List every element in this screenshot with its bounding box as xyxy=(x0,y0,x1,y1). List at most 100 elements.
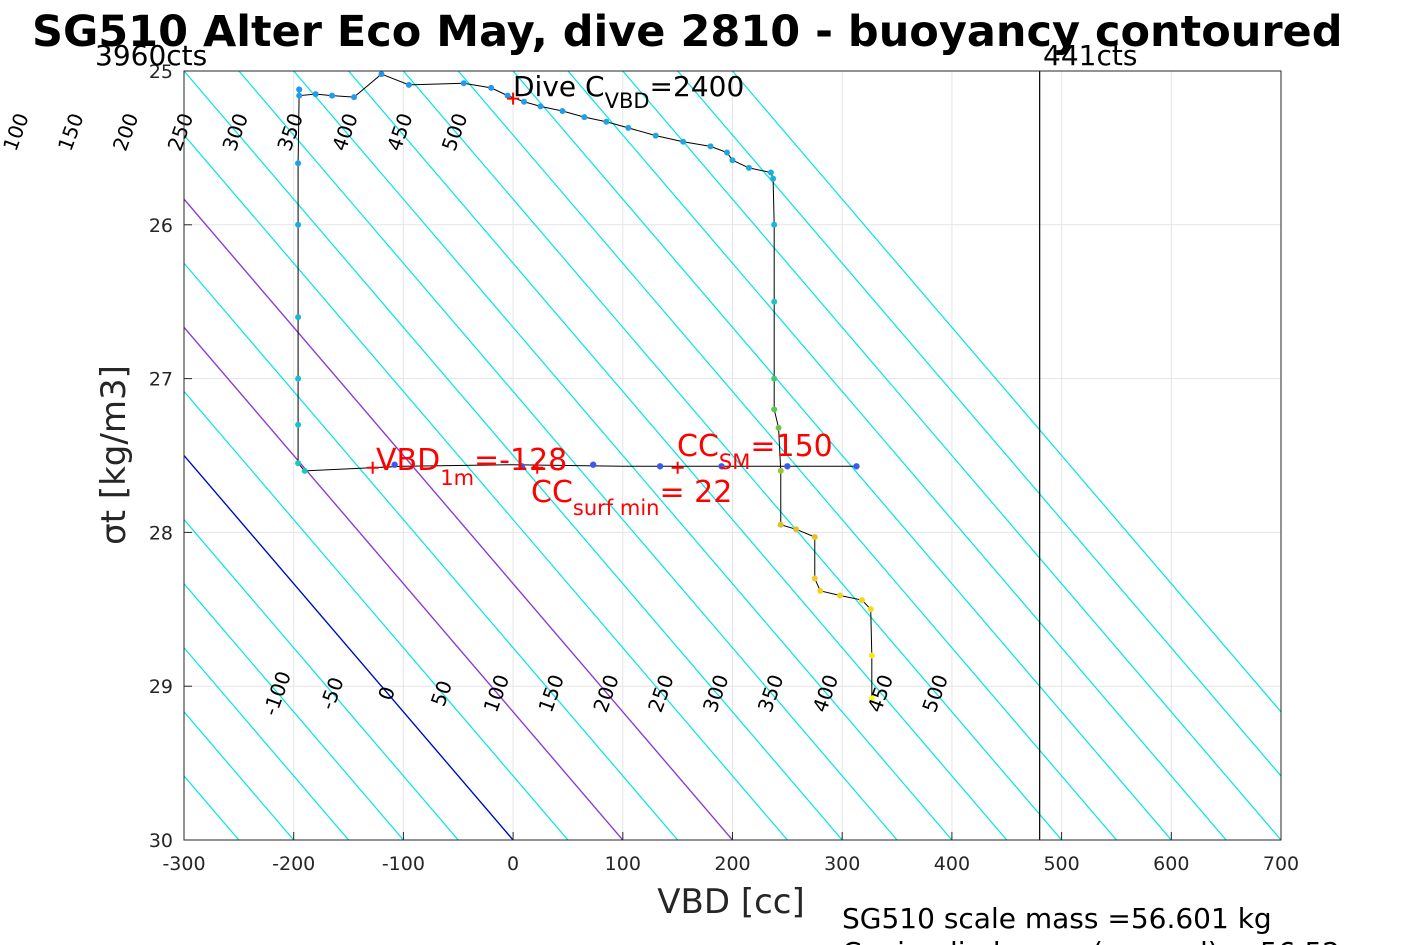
profile-point xyxy=(811,575,818,582)
footer-scale-mass: SG510 scale mass =56.601 kg xyxy=(842,902,1272,935)
vbd-1m-prefix: VBD xyxy=(376,443,440,478)
profile-point xyxy=(837,592,844,599)
contour-label: 150 xyxy=(53,110,89,154)
dive-cvbd-prefix: Dive C xyxy=(513,70,605,103)
profile-point xyxy=(312,91,319,98)
return-profile-point xyxy=(295,375,302,382)
vbd-1m-annotation: VBD1m=-128 xyxy=(376,443,567,490)
profile-point xyxy=(504,92,511,99)
contour-line xyxy=(238,71,898,840)
buoyancy-contours xyxy=(184,71,1281,840)
profile-point xyxy=(559,107,566,114)
contour-line xyxy=(184,646,350,840)
x-tick-label: -200 xyxy=(272,853,315,875)
surface-point xyxy=(853,463,860,470)
profile-point xyxy=(811,534,818,541)
profile-point xyxy=(777,467,784,474)
y-tick-label: 29 xyxy=(149,676,173,698)
cc-surf-min-annotation: CCsurf min= 22 xyxy=(531,475,732,520)
profile-point xyxy=(652,132,659,139)
y-tick-label: 27 xyxy=(149,369,173,391)
cc-surf-min-sub: surf min xyxy=(573,496,660,520)
red-cross-marker xyxy=(366,461,379,474)
contour-line xyxy=(402,71,1063,840)
contour-line xyxy=(184,390,569,840)
vbd-1m-suffix: =-128 xyxy=(474,443,567,478)
x-tick-label: 700 xyxy=(1263,853,1299,875)
profile-point xyxy=(858,597,865,604)
profile-point xyxy=(537,103,544,110)
profile-point xyxy=(581,114,588,121)
profile-trace xyxy=(295,71,875,702)
profile-point xyxy=(771,298,778,305)
contour-label: -50 xyxy=(315,674,349,713)
contour-label: 100 xyxy=(0,110,34,154)
footer-implied-mass: C... implied mass (opened) = 56.52 xyxy=(842,936,1340,945)
contour-line xyxy=(184,134,788,840)
surface-point xyxy=(391,461,398,468)
profile-point xyxy=(680,138,687,145)
profile-point xyxy=(603,118,610,125)
x-tick-label: 300 xyxy=(824,853,860,875)
red-cross-marker xyxy=(507,92,520,105)
return-profile-point xyxy=(296,86,303,93)
surface-point xyxy=(784,463,791,470)
dive-cvbd-suffix: =2400 xyxy=(650,70,745,103)
y-tick-label: 25 xyxy=(149,61,173,83)
contour-line xyxy=(457,71,1117,840)
profile-line xyxy=(298,73,873,699)
vbd-1m-sub: 1m xyxy=(440,466,474,490)
profile-point xyxy=(775,424,782,431)
profile-point xyxy=(625,124,632,131)
contour-line xyxy=(184,71,843,840)
profile-point xyxy=(460,80,467,87)
y-axis-label: σt [kg/m3] xyxy=(94,365,134,545)
profile-point xyxy=(868,695,875,702)
x-tick-label: 400 xyxy=(934,853,970,875)
dive-cvbd-annotation: Dive CVBD=2400 xyxy=(513,70,744,113)
contour-label: 250 xyxy=(163,110,199,154)
y-tick-label: 28 xyxy=(149,522,173,544)
zero-buoyancy-line xyxy=(184,454,514,840)
red-cross-marker xyxy=(531,461,544,474)
profile-point xyxy=(867,606,874,613)
profile-point xyxy=(405,81,412,88)
contour-line xyxy=(677,71,1281,777)
profile-point xyxy=(488,84,495,91)
corner-label-left: 3960cts xyxy=(95,39,207,72)
return-profile-point xyxy=(295,221,302,228)
profile-point xyxy=(724,149,731,156)
surface-point xyxy=(718,463,725,470)
profile-point xyxy=(767,169,774,176)
y-axis-ticks: 25 26 27 28 29 30 xyxy=(149,61,192,852)
profile-point xyxy=(351,94,358,101)
profile-point xyxy=(707,143,714,150)
contour-line xyxy=(184,839,185,840)
contour-line xyxy=(184,262,679,840)
profile-point xyxy=(817,587,824,594)
profile-point xyxy=(729,157,736,164)
contour-label: 200 xyxy=(108,110,144,154)
contour-line xyxy=(512,71,1172,840)
cc-surf-min-suffix: = 22 xyxy=(659,475,732,510)
x-tick-label: -100 xyxy=(382,853,425,875)
x-tick-label: -300 xyxy=(162,853,205,875)
cc-sm-suffix: =150 xyxy=(750,429,832,464)
cc-sm-annotation: CCSM=150 xyxy=(677,429,833,474)
cc-sm-prefix: CC xyxy=(677,429,719,464)
corner-label-right: 441cts xyxy=(1043,39,1137,72)
return-profile-point xyxy=(295,421,302,428)
surface-point xyxy=(656,463,664,470)
profile-point xyxy=(777,521,784,528)
x-tick-label: 500 xyxy=(1043,853,1079,875)
x-tick-label: 200 xyxy=(714,853,750,875)
profile-point xyxy=(521,98,528,105)
profile-point xyxy=(793,526,800,533)
return-profile-point xyxy=(295,314,302,321)
surface-point xyxy=(589,461,597,468)
cc-surf-min-prefix: CC xyxy=(531,475,573,510)
profile-point xyxy=(296,92,303,99)
profile-point xyxy=(868,652,875,659)
x-axis-ticks: -300 -200 -100 0 100 200 300 400 500 600 700 xyxy=(162,832,1299,875)
